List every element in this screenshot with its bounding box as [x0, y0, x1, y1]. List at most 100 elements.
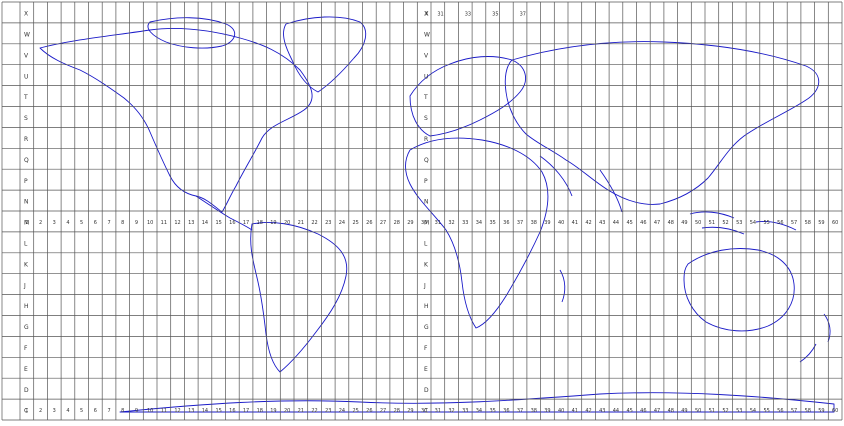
- zone-number-label: 59: [818, 220, 824, 226]
- zone-number-label: 5: [80, 408, 83, 414]
- latitude-band-label: W: [24, 31, 30, 38]
- latitude-band-label: N: [24, 199, 29, 206]
- latitude-band-label: T: [23, 94, 28, 101]
- latitude-band-label-center: G: [424, 324, 429, 331]
- latitude-band-label-center: T: [423, 94, 428, 101]
- latitude-band-label-center: F: [424, 345, 428, 352]
- latitude-band-label: D: [24, 387, 29, 394]
- latitude-band-label: P: [24, 178, 28, 185]
- zone-number-label: 37: [517, 408, 523, 414]
- zone-number-label: 31: [435, 408, 441, 414]
- zone-number-label: 60: [832, 220, 838, 226]
- zone-number-label: 18: [257, 220, 263, 226]
- zone-number-label: 30: [421, 220, 427, 226]
- latitude-band-label: R: [24, 136, 28, 143]
- zone-number-label: 34: [476, 220, 482, 226]
- latitude-band-label: M: [24, 220, 29, 227]
- zone-number-label: 42: [585, 220, 591, 226]
- zone-number-label: 24: [339, 408, 345, 414]
- zone-number-label: 52: [722, 408, 728, 414]
- zone-number-label: 24: [339, 220, 345, 226]
- zone-number-label: 32: [448, 408, 454, 414]
- australia-outline: [683, 248, 795, 332]
- zone-number-label: 35: [489, 408, 495, 414]
- zone-number-label: 1: [25, 220, 28, 226]
- latitude-band-label-center: K: [424, 261, 429, 268]
- zone-number-label: 23: [325, 220, 331, 226]
- zone-number-label: 25: [352, 408, 358, 414]
- zone-number-label: 53: [736, 220, 742, 226]
- zone-number-label: 42: [585, 408, 591, 414]
- zone-number-label: 38: [531, 408, 537, 414]
- zone-number-label: 3: [53, 408, 56, 414]
- zone-number-label: 40: [558, 220, 564, 226]
- south-america-outline: [250, 222, 348, 373]
- zone-number-label: 58: [805, 220, 811, 226]
- latitude-band-label: S: [24, 115, 28, 122]
- zone-number-label: 49: [681, 220, 687, 226]
- zone-number-label: 8: [121, 220, 124, 226]
- zone-number-label: 17: [243, 220, 249, 226]
- latitude-band-label: C: [24, 408, 28, 415]
- zone-number-label: 7: [107, 220, 110, 226]
- zone-number-label: 6: [94, 220, 97, 226]
- latitude-band-label-center: J: [423, 282, 426, 289]
- zone-number-label: 26: [366, 220, 372, 226]
- arabia-india-outline: [539, 155, 623, 213]
- zone-number-label: 50: [695, 408, 701, 414]
- north-america-outline: [39, 28, 313, 213]
- zone-number-label: 45: [626, 408, 632, 414]
- zone-number-label: 1: [25, 408, 28, 414]
- latitude-band-label: Q: [24, 157, 29, 164]
- zone-number-label: 4: [66, 220, 69, 226]
- zone-number-label: 14: [202, 220, 208, 226]
- zone-number-label: 52: [722, 220, 728, 226]
- zone-number-label: 26: [366, 408, 372, 414]
- zone-number-label: 33: [462, 220, 468, 226]
- zone-number-label: 23: [325, 408, 331, 414]
- zone-number-label: 11: [161, 408, 167, 414]
- zone-number-label: 28: [394, 220, 400, 226]
- zone-number-label: 34: [476, 408, 482, 414]
- zone-number-label: 40: [558, 408, 564, 414]
- zone-number-label: 16: [229, 408, 235, 414]
- zone-number-label: 49: [681, 408, 687, 414]
- zone-number-label: 57: [791, 408, 797, 414]
- latitude-band-label-center: N: [424, 199, 429, 206]
- zone-number-label: 13: [188, 408, 194, 414]
- zone-number-label: 54: [750, 408, 756, 414]
- zone-number-label: 48: [668, 220, 674, 226]
- latitude-band-label-center: E: [424, 366, 428, 373]
- zone-number-label: 35: [489, 220, 495, 226]
- zone-number-label: 41: [572, 408, 578, 414]
- zone-number-label: 43: [599, 220, 605, 226]
- latitude-band-label: X: [24, 11, 28, 18]
- europe-outline: [409, 56, 527, 137]
- zone-number-label: 47: [654, 220, 660, 226]
- latitude-band-label: V: [24, 52, 29, 59]
- zone-number-label: 39: [544, 408, 550, 414]
- zone-number-label: 46: [640, 220, 646, 226]
- latitude-band-label-center: P: [424, 178, 428, 185]
- top-zone-label: 35: [492, 12, 498, 18]
- central-america-outline: [195, 195, 253, 231]
- zone-number-label: 25: [352, 220, 358, 226]
- latitude-band-label: G: [24, 324, 29, 331]
- zone-number-label: 29: [407, 408, 413, 414]
- zone-number-label: 33: [462, 408, 468, 414]
- latitude-band-label: H: [24, 303, 29, 310]
- zone-number-label: 15: [215, 220, 221, 226]
- zone-number-label: 17: [243, 408, 249, 414]
- latitude-band-label: F: [24, 345, 28, 352]
- latitude-band-label: K: [24, 261, 29, 268]
- zone-number-label: 2: [39, 220, 42, 226]
- latitude-band-label-center: Q: [424, 157, 429, 164]
- zone-number-label: 14: [202, 408, 208, 414]
- zone-number-label: 19: [270, 220, 276, 226]
- latitude-band-label-center: V: [424, 52, 429, 59]
- latitude-band-label-center: D: [424, 387, 429, 394]
- zone-number-label: 39: [544, 220, 550, 226]
- top-zone-label: 37: [520, 12, 526, 18]
- zone-number-label: 12: [174, 408, 180, 414]
